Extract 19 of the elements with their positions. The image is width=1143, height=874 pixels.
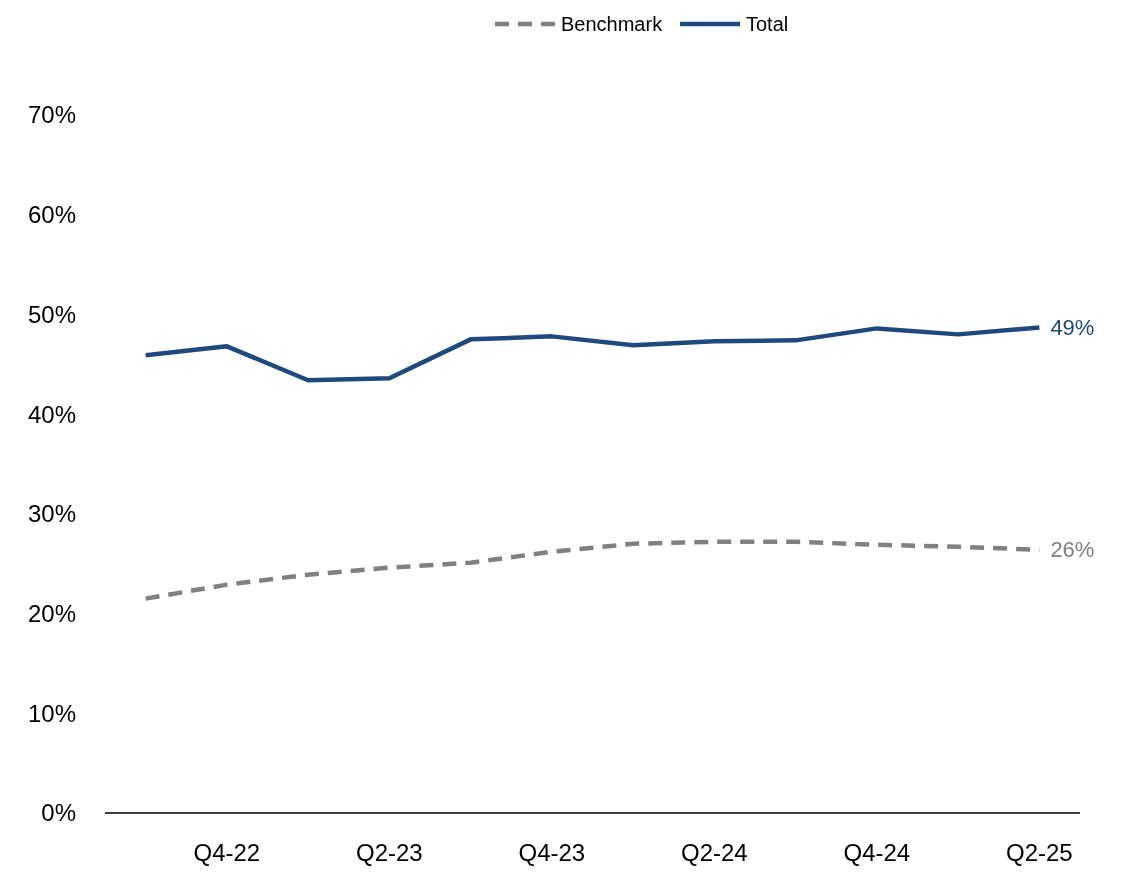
y-tick-label: 60% [27, 201, 76, 229]
line-series [143, 325, 1042, 383]
y-tick-label: 50% [27, 300, 76, 328]
legend-label: Total [746, 13, 789, 35]
y-tick-label: 20% [27, 599, 76, 627]
x-tick-label: Q4-24 [843, 839, 911, 867]
x-tick-label: Q2-23 [356, 839, 423, 867]
x-tick-label: Q4-23 [518, 839, 586, 867]
y-tick-label: 40% [27, 400, 76, 428]
x-tick-label: Q4-22 [193, 839, 261, 867]
data-label: 26% [1050, 537, 1095, 563]
y-tick-label: 0% [41, 799, 76, 827]
data-label: 49% [1050, 315, 1095, 341]
y-tick-label: 30% [27, 500, 76, 528]
y-tick-label: 70% [27, 101, 76, 129]
x-tick-label: Q2-25 [1006, 839, 1073, 867]
y-tick-label: 10% [27, 699, 76, 727]
legend-label: Benchmark [561, 13, 664, 35]
x-tick-label: Q2-24 [681, 839, 748, 867]
